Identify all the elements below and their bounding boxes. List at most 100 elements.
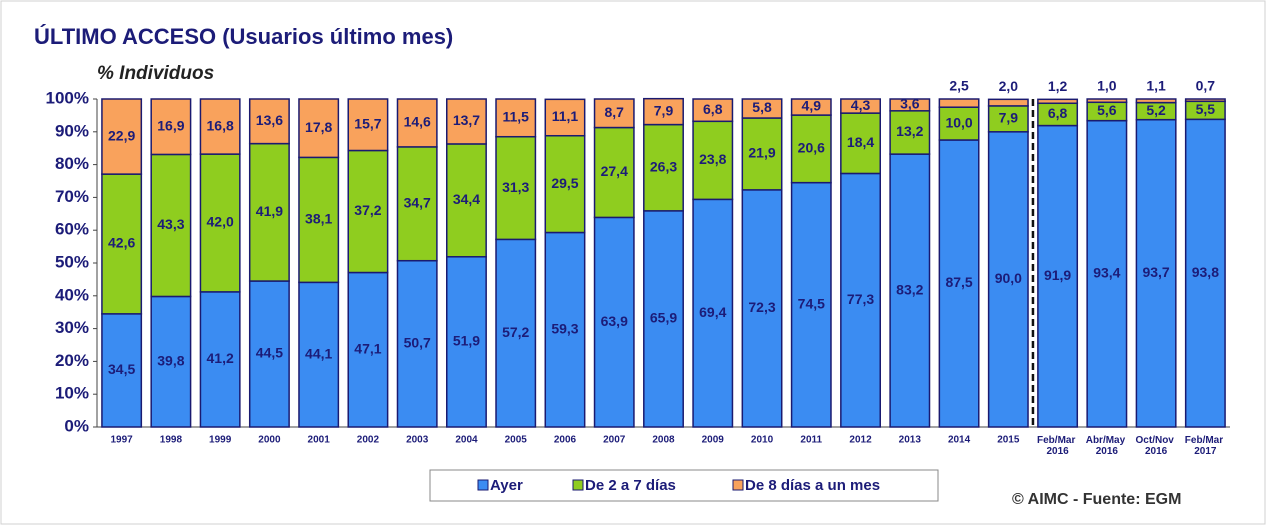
- x-tick-label: 1998: [160, 435, 183, 446]
- value-label: 6,8: [703, 101, 723, 117]
- value-label: 34,5: [108, 361, 135, 377]
- value-label: 34,7: [404, 194, 431, 210]
- value-label: 14,6: [404, 114, 431, 130]
- value-label: 10,0: [945, 114, 972, 130]
- value-label: 7,9: [999, 110, 1019, 126]
- bar-segment: [1135, 98, 1177, 104]
- y-tick-label: 80%: [55, 154, 89, 173]
- bar-segment: [495, 98, 537, 138]
- x-tick-label: 2012: [849, 435, 872, 446]
- legend-label: Ayer: [490, 477, 523, 494]
- value-label: 18,4: [847, 134, 874, 150]
- value-label: 0,7: [1196, 78, 1216, 94]
- y-tick-label: 30%: [55, 318, 89, 337]
- bar-segment: [987, 105, 1029, 133]
- value-label: 16,9: [157, 117, 184, 133]
- value-label: 65,9: [650, 310, 677, 326]
- value-label: 74,5: [798, 296, 825, 312]
- value-label: 3,6: [900, 96, 920, 112]
- x-tick-label: 2015: [997, 435, 1020, 446]
- value-label: 15,7: [354, 115, 381, 131]
- bar-segment: [544, 98, 586, 137]
- bar-segment: [593, 216, 635, 428]
- bar-segment: [692, 98, 734, 123]
- bar-segment: [495, 238, 537, 428]
- x-tick-label: Feb/Mar 2017: [1185, 435, 1226, 457]
- value-label: 93,4: [1093, 265, 1120, 281]
- bar-segment: [790, 98, 832, 116]
- value-label: 27,4: [601, 163, 628, 179]
- value-label: 31,3: [502, 179, 529, 195]
- y-tick-label: 70%: [55, 187, 89, 206]
- value-label: 11,5: [502, 109, 529, 125]
- y-tick-label: 40%: [55, 285, 89, 304]
- x-tick-label: Oct/Nov 2016: [1136, 435, 1177, 457]
- value-label: 29,5: [551, 175, 578, 191]
- bar-segment: [741, 98, 783, 119]
- bar-segment: [840, 112, 881, 175]
- bar-segment: [1037, 98, 1079, 105]
- bar-segment: [938, 139, 980, 428]
- x-tick-label: 2002: [357, 435, 380, 446]
- value-label: 83,2: [896, 281, 923, 297]
- value-label: 43,3: [157, 216, 184, 232]
- x-tick-label: 2000: [258, 435, 281, 446]
- value-label: 13,7: [453, 112, 480, 128]
- bar-segment: [101, 173, 143, 315]
- value-label: 39,8: [157, 352, 184, 368]
- y-tick-label: 10%: [55, 384, 89, 403]
- value-label: 42,6: [108, 235, 135, 251]
- value-label: 77,3: [847, 291, 874, 307]
- value-label: 41,9: [256, 203, 283, 219]
- value-label: 5,2: [1146, 102, 1166, 118]
- value-label: 1,2: [1048, 78, 1068, 94]
- x-tick-label: 2007: [603, 435, 626, 446]
- legend-box: [429, 469, 939, 502]
- bar-segment: [840, 98, 881, 114]
- bar-segment: [446, 256, 487, 428]
- value-label: 51,9: [453, 333, 480, 349]
- bar-segment: [938, 98, 980, 108]
- value-label: 42,0: [207, 214, 234, 230]
- x-tick-label: 2005: [505, 435, 528, 446]
- bar-segment: [298, 156, 340, 284]
- value-label: 16,8: [207, 117, 234, 133]
- bar-segment: [1086, 119, 1128, 428]
- value-label: 17,8: [305, 119, 332, 135]
- bar-segment: [199, 98, 241, 155]
- chart-title: ÚLTIMO ACCESO (Usuarios último mes): [34, 24, 453, 49]
- y-tick-label: 100%: [46, 88, 89, 107]
- y-tick-label: 0%: [64, 416, 89, 435]
- bar-segment: [446, 98, 487, 145]
- value-label: 2,0: [999, 78, 1019, 94]
- x-tick-label: 2008: [652, 435, 675, 446]
- y-tick-label: 90%: [55, 121, 89, 140]
- bar-segment: [1184, 98, 1226, 103]
- x-tick-label: 2014: [948, 435, 971, 446]
- bar-segment: [889, 98, 931, 112]
- bar-segment: [741, 189, 783, 428]
- y-tick-label: 60%: [55, 220, 89, 239]
- legend-swatch: [732, 479, 744, 491]
- value-label: 5,5: [1196, 101, 1216, 117]
- bar-segment: [298, 98, 340, 159]
- legend-swatch: [572, 479, 584, 491]
- value-label: 72,3: [748, 299, 775, 315]
- value-label: 63,9: [601, 313, 628, 329]
- x-tick-label: 1999: [209, 435, 232, 446]
- bar-segment: [396, 146, 438, 262]
- value-label: 21,9: [748, 145, 775, 161]
- value-label: 69,4: [699, 304, 726, 320]
- bar-segment: [199, 291, 241, 428]
- bar-segment: [446, 143, 487, 258]
- legend-swatch: [477, 479, 489, 491]
- legend-label: De 2 a 7 días: [585, 477, 676, 494]
- value-label: 1,0: [1097, 78, 1117, 94]
- value-label: 87,5: [945, 274, 972, 290]
- value-label: 23,8: [699, 151, 726, 167]
- value-label: 6,8: [1048, 105, 1068, 121]
- bar-segment: [150, 295, 192, 428]
- value-label: 59,3: [551, 320, 578, 336]
- value-label: 5,8: [752, 99, 772, 115]
